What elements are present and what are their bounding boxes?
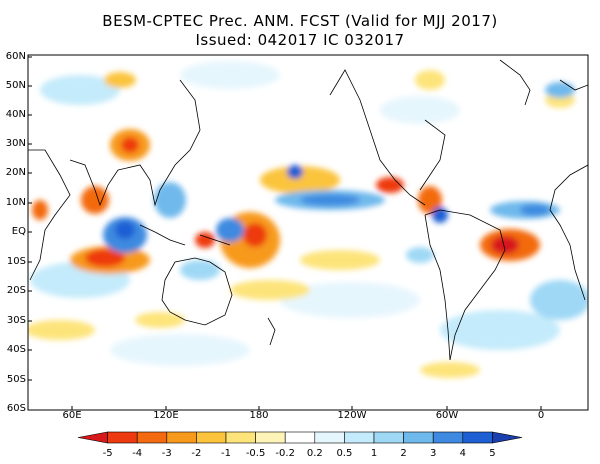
colorbar-swatch (344, 431, 375, 444)
lat-label-50n: 50N (5, 80, 26, 91)
lat-label-60n: 60N (5, 51, 26, 62)
colorbar-swatch (225, 431, 256, 444)
axis-ticks (28, 56, 542, 410)
lat-label-40s: 40S (6, 344, 26, 355)
colorbar-label: -2 (191, 448, 202, 459)
colorbar-swatch (77, 431, 108, 444)
anomaly-field (28, 61, 588, 378)
colorbar-label: 4 (459, 448, 466, 459)
colorbar-swatch (107, 431, 138, 444)
colorbar (77, 431, 523, 444)
lon-label-60e: 60E (62, 410, 82, 421)
colorbar-swatch (492, 431, 523, 444)
colorbar-label: -4 (132, 448, 143, 459)
lat-label-50s: 50S (6, 374, 26, 385)
colorbar-swatch (255, 431, 286, 444)
lat-label-20n: 20N (5, 167, 26, 178)
map-title-line1: BESM-CPTEC Prec. ANM. FCST (Valid for MJ… (102, 12, 498, 30)
colorbar-label: 2 (400, 448, 407, 459)
lat-label-60s: 60S (6, 403, 26, 414)
colorbar-label: 0.5 (336, 448, 353, 459)
lat-label-30n: 30N (5, 138, 26, 149)
colorbar-swatch (462, 431, 493, 444)
colorbar-label: 5 (489, 448, 496, 459)
colorbar-label: 3 (430, 448, 437, 459)
colorbar-swatch (432, 431, 464, 444)
colorbar-label: 1 (370, 448, 378, 459)
lon-label-180: 180 (249, 410, 269, 421)
colorbar-label: -5 (102, 448, 113, 459)
lat-label-20s: 20S (6, 285, 26, 296)
colorbar-swatch (403, 431, 434, 444)
colorbar-swatch (314, 431, 345, 444)
colorbar-label: 0.2 (306, 448, 323, 459)
coastlines (28, 59, 588, 361)
colorbar-swatch (284, 431, 316, 444)
lat-label-40n: 40N (5, 109, 26, 120)
lon-label-120w: 120W (337, 410, 367, 421)
colorbar-label: -3 (161, 448, 172, 459)
map-title-line2: Issued: 042017 IC 032017 (195, 31, 405, 49)
colorbar-label: -0.2 (275, 448, 295, 459)
lat-label-eq: EQ (11, 226, 26, 237)
colorbar-label: -1 (221, 448, 231, 459)
colorbar-swatch (166, 431, 197, 444)
lon-label-0: 0 (537, 410, 545, 421)
lat-label-10s: 10S (6, 256, 26, 267)
lon-label-120e: 120E (153, 410, 179, 421)
colorbar-swatch (373, 431, 404, 444)
lat-label-30s: 30S (6, 315, 26, 326)
colorbar-swatch (136, 431, 168, 444)
colorbar-swatch (196, 431, 227, 444)
lon-label-60w: 60W (435, 410, 459, 421)
colorbar-label: -0.5 (245, 448, 266, 459)
lat-label-10n: 10N (5, 197, 26, 208)
